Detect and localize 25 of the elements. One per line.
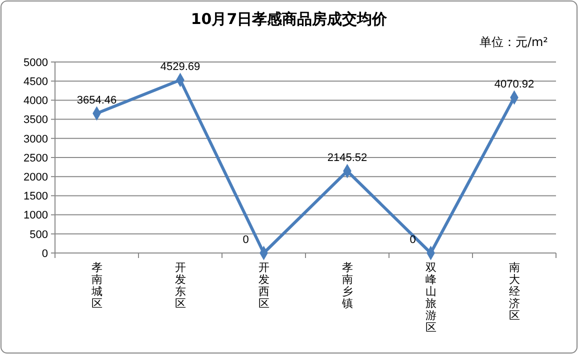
y-tick-label: 4000: [24, 95, 48, 108]
y-tick-label: 2000: [24, 171, 48, 184]
y-tick-label: 0: [42, 248, 48, 260]
data-label: 4070.92: [494, 78, 534, 90]
y-tick-label: 4500: [24, 76, 48, 88]
x-tick-label: 孝南城区: [90, 261, 102, 310]
y-tick-label: 3500: [24, 114, 48, 126]
data-label: 0: [242, 234, 249, 246]
x-tick-label: 开发西区: [258, 261, 270, 310]
x-tick-label: 开发东区: [174, 261, 186, 310]
y-tick-label: 5000: [24, 56, 48, 69]
y-tick-label: 500: [30, 228, 48, 241]
x-tick-label: 孝南乡镇: [340, 261, 353, 310]
chart-title: 10月7日孝感商品房成交均价: [190, 10, 388, 28]
y-tick-label: 3000: [24, 133, 48, 146]
y-tick-label: 1500: [24, 190, 48, 203]
text: 单位：元/m²: [479, 35, 548, 49]
x-tick-label: 南大经济区: [508, 261, 520, 322]
data-label: 0: [410, 234, 416, 246]
data-label: 3654.46: [76, 94, 117, 106]
data-label: 4529.69: [160, 60, 200, 73]
y-tick-label: 1000: [24, 210, 48, 222]
y-tick-label: 2500: [24, 152, 48, 164]
x-tick-label: 双峰山旅游区: [425, 261, 436, 334]
data-label: 2145.52: [327, 152, 368, 164]
